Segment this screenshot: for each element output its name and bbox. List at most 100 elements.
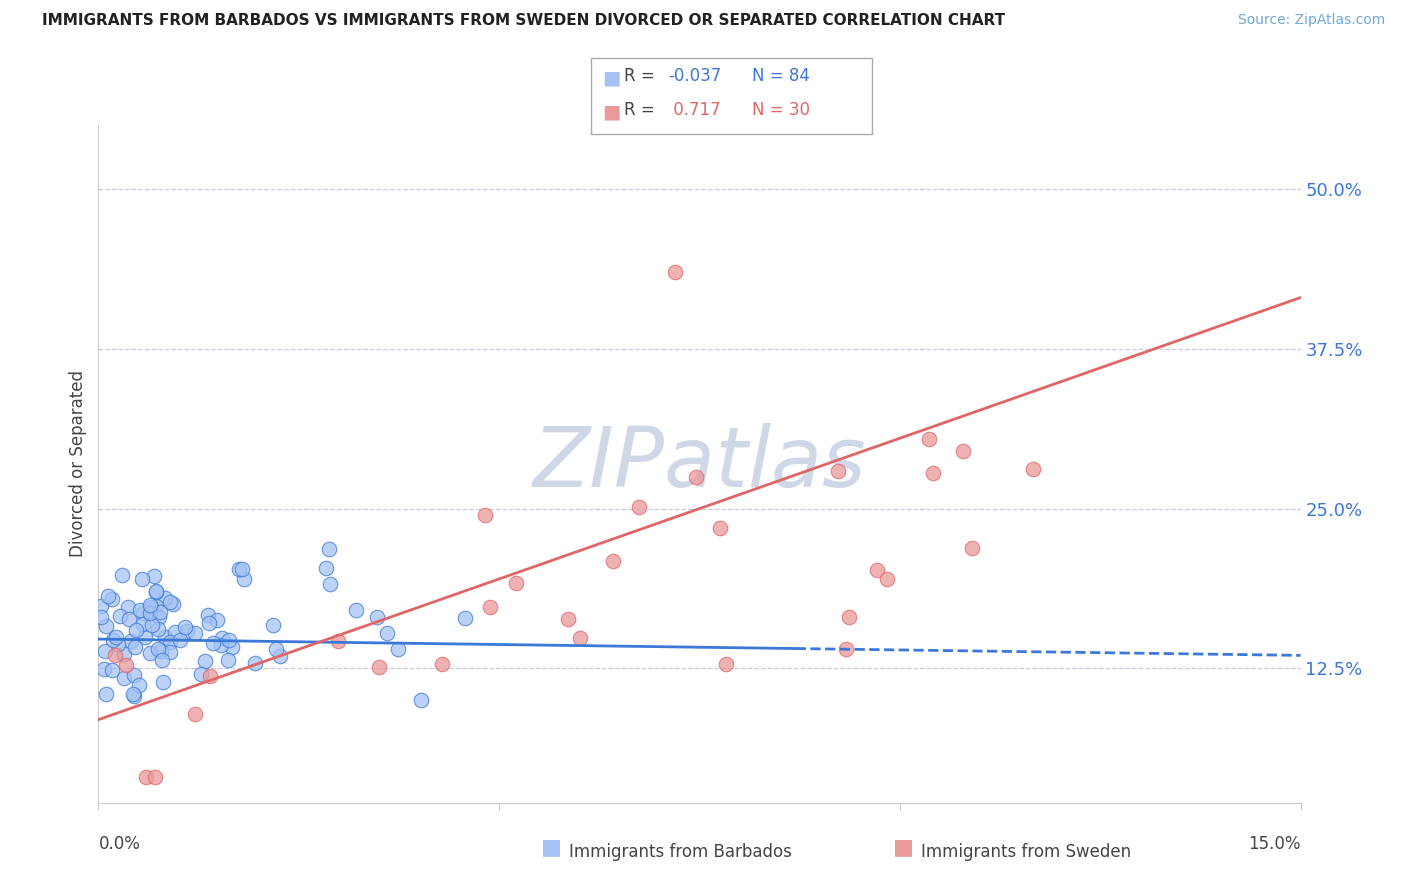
Point — [505, 576, 527, 591]
Point — [153, 591, 176, 606]
Point — [474, 508, 496, 522]
Point — [344, 603, 367, 617]
Text: ■: ■ — [602, 69, 620, 87]
Point — [569, 631, 592, 645]
Point — [101, 633, 124, 648]
Text: ■: ■ — [602, 103, 620, 121]
Point — [101, 592, 124, 607]
Point — [132, 616, 155, 631]
Point — [94, 687, 117, 701]
Text: ZIPatlas: ZIPatlas — [533, 424, 866, 504]
Point — [432, 657, 454, 671]
Point — [326, 634, 349, 648]
Point — [876, 573, 898, 587]
Point — [233, 572, 256, 586]
Point — [262, 617, 284, 632]
Point — [141, 618, 163, 632]
Point — [922, 466, 945, 480]
Point — [145, 770, 167, 784]
Point — [628, 500, 651, 514]
Point — [198, 669, 221, 683]
Point — [184, 625, 207, 640]
Point — [557, 612, 579, 626]
Point — [122, 667, 145, 681]
Point — [952, 443, 974, 458]
Text: Immigrants from Barbados: Immigrants from Barbados — [569, 843, 793, 861]
Text: 15.0%: 15.0% — [1249, 835, 1301, 853]
Point — [173, 620, 195, 634]
Point — [835, 641, 858, 656]
Point — [221, 640, 243, 654]
Text: 0.717: 0.717 — [668, 101, 720, 119]
Point — [211, 631, 233, 645]
Text: IMMIGRANTS FROM BARBADOS VS IMMIGRANTS FROM SWEDEN DIVORCED OR SEPARATED CORRELA: IMMIGRANTS FROM BARBADOS VS IMMIGRANTS F… — [42, 13, 1005, 29]
Point — [146, 623, 169, 637]
Point — [134, 630, 156, 644]
Point — [138, 646, 160, 660]
Point — [135, 770, 157, 784]
Point — [145, 585, 167, 599]
Point — [190, 667, 212, 681]
Point — [125, 623, 148, 637]
Point — [866, 563, 889, 577]
Point — [131, 572, 153, 586]
Point — [142, 569, 165, 583]
Text: 0.0%: 0.0% — [98, 835, 141, 853]
Point — [209, 639, 232, 653]
Point — [132, 606, 155, 620]
Text: N = 30: N = 30 — [752, 101, 810, 119]
Text: ■: ■ — [541, 838, 562, 857]
Point — [110, 609, 132, 624]
Point — [176, 624, 198, 638]
Y-axis label: Divorced or Separated: Divorced or Separated — [69, 370, 87, 558]
Point — [94, 619, 117, 633]
Point — [243, 656, 266, 670]
Point — [709, 521, 731, 535]
Point — [145, 584, 167, 599]
Text: N = 84: N = 84 — [752, 67, 810, 85]
Point — [107, 637, 129, 651]
Point — [163, 625, 186, 640]
Point — [318, 576, 340, 591]
Point — [139, 598, 162, 612]
Point — [159, 595, 181, 609]
Text: R =: R = — [624, 101, 661, 119]
Point — [197, 608, 219, 623]
Point — [228, 561, 250, 575]
Point — [454, 611, 477, 625]
Point — [838, 609, 860, 624]
Point — [602, 554, 624, 568]
Point — [409, 693, 432, 707]
Point — [97, 589, 120, 603]
Point — [121, 687, 143, 701]
Text: ■: ■ — [893, 838, 914, 857]
Point — [159, 635, 181, 649]
Point — [217, 653, 239, 667]
Point — [90, 610, 112, 624]
Point — [139, 606, 162, 620]
Point — [104, 648, 127, 663]
Point — [827, 464, 849, 478]
Point — [101, 663, 124, 677]
Text: -0.037: -0.037 — [668, 67, 721, 85]
Text: R =: R = — [624, 67, 661, 85]
Point — [112, 647, 135, 661]
Point — [231, 562, 253, 576]
Point — [122, 689, 145, 703]
Point — [115, 658, 138, 673]
Point — [479, 599, 502, 614]
Point — [112, 671, 135, 685]
Point — [128, 678, 150, 692]
Point — [184, 707, 207, 722]
Point — [124, 640, 146, 654]
Point — [150, 652, 173, 666]
Point — [198, 615, 221, 630]
Point — [366, 609, 388, 624]
Point — [159, 645, 181, 659]
Point — [110, 568, 132, 582]
Point — [93, 662, 115, 676]
Point — [375, 625, 398, 640]
Point — [318, 542, 340, 557]
Point — [148, 609, 170, 624]
Text: Immigrants from Sweden: Immigrants from Sweden — [921, 843, 1130, 861]
